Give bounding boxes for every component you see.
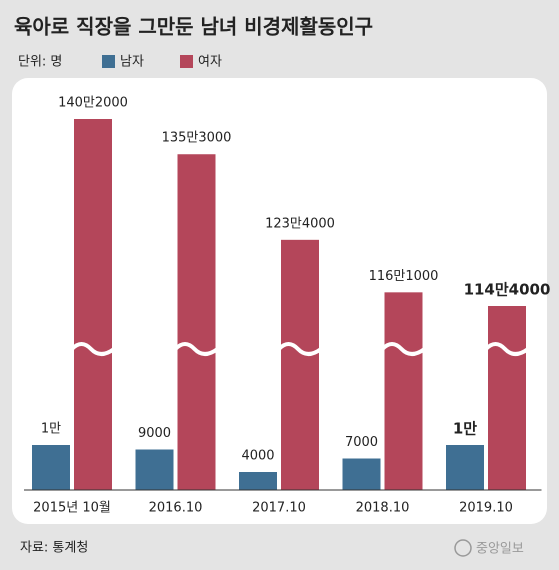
bar (239, 472, 277, 490)
x-tick-label: 2015년 10월 (33, 501, 111, 516)
bar (342, 458, 381, 490)
axis-break (174, 342, 219, 356)
axis-break (277, 342, 323, 356)
chart-title: 육아로 직장을 그만둔 남녀 비경제활동인구 (14, 15, 373, 39)
bar (446, 445, 484, 490)
value-label: 4000 (241, 449, 274, 464)
bar (32, 445, 70, 490)
x-tick-label: 2019.10 (459, 501, 513, 516)
legend-swatch (180, 55, 193, 68)
x-tick-label: 2016.10 (149, 501, 203, 516)
bar (281, 239, 319, 490)
x-tick-label: 2018.10 (356, 501, 410, 516)
brand-logo (454, 539, 472, 557)
value-label: 116만1000 (369, 269, 439, 284)
value-label: 1만 (41, 422, 61, 437)
legend-label: 여자 (198, 55, 222, 70)
axis-break (70, 342, 116, 356)
axis-break (484, 342, 530, 356)
source: 자료: 통계청 (20, 541, 88, 556)
value-label: 114만4000 (464, 281, 551, 299)
bar (74, 119, 112, 490)
bar (177, 154, 216, 490)
value-label: 7000 (345, 435, 378, 450)
x-tick-label: 2017.10 (252, 501, 306, 516)
value-label: 123만4000 (265, 216, 335, 231)
bar (384, 292, 423, 490)
unit-label: 단위: 명 (18, 55, 62, 70)
legend-label: 남자 (120, 55, 144, 70)
bar (135, 449, 174, 490)
value-label: 9000 (138, 426, 171, 441)
value-label: 135만3000 (162, 131, 232, 146)
value-label: 140만2000 (58, 96, 128, 111)
legend-swatch (102, 55, 115, 68)
axis-break (381, 342, 426, 356)
bar (488, 306, 526, 490)
value-label: 1만 (453, 420, 477, 438)
brand: 중앙일보 (476, 542, 524, 557)
